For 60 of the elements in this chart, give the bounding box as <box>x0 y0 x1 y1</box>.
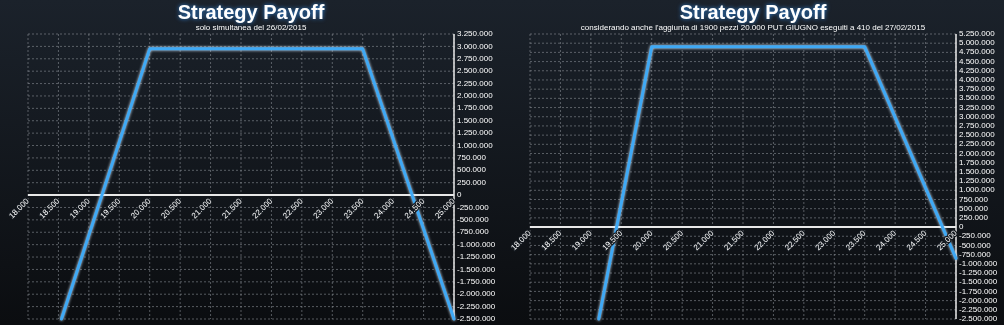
y-tick-label: 500.000 <box>457 165 487 175</box>
y-tick-label: -250.000 <box>457 202 490 212</box>
y-tick-label: 250.000 <box>959 212 989 222</box>
y-tick-label: 2.000.000 <box>457 91 494 101</box>
y-tick-label: -250.000 <box>959 231 992 241</box>
y-tick-label: 2.750.000 <box>959 121 996 131</box>
y-tick-label: 2.500.000 <box>457 66 494 76</box>
y-tick-label: -1.250.000 <box>457 252 496 262</box>
y-tick-label: 2.500.000 <box>959 130 996 140</box>
y-tick-label: -1.500.000 <box>457 264 496 274</box>
y-tick-label: 2.250.000 <box>959 139 996 149</box>
y-tick-label: 1.500.000 <box>959 167 996 177</box>
y-tick-label: -1.250.000 <box>959 268 998 278</box>
y-tick-label: -1.500.000 <box>959 277 998 287</box>
y-tick-label: -750.000 <box>959 249 992 259</box>
y-tick-label: 5.250.000 <box>959 29 996 39</box>
y-tick-label: -1.750.000 <box>959 286 998 296</box>
y-tick-label: -1.000.000 <box>959 258 998 268</box>
y-tick-label: 1.000.000 <box>959 185 996 195</box>
y-tick-label: 3.750.000 <box>959 84 996 94</box>
y-tick-label: -750.000 <box>457 227 490 237</box>
y-tick-label: 2.750.000 <box>457 53 494 63</box>
y-tick-label: 2.000.000 <box>959 148 996 158</box>
y-tick-label: -2.250.000 <box>959 304 998 314</box>
y-tick-label: 4.250.000 <box>959 65 996 75</box>
y-tick-label: 3.000.000 <box>457 41 494 51</box>
y-tick-label: 1.250.000 <box>959 176 996 186</box>
y-tick-label: -2.250.000 <box>457 301 496 311</box>
y-tick-label: 3.250.000 <box>959 102 996 112</box>
chart-title: Strategy Payoff <box>177 1 325 23</box>
y-tick-label: 5.000.000 <box>959 38 996 48</box>
chart-subtitle: solo simultanea del 26/02/2015 <box>195 23 307 32</box>
y-tick-label: 4.750.000 <box>959 47 996 57</box>
y-tick-label: 1.250.000 <box>457 128 494 138</box>
chart-title: Strategy Payoff <box>679 1 827 23</box>
y-tick-label: 1.750.000 <box>959 157 996 167</box>
y-tick-label: -2.000.000 <box>457 289 496 299</box>
y-tick-label: 3.000.000 <box>959 111 996 121</box>
y-tick-label: -2.500.000 <box>959 314 998 324</box>
chart-subtitle: considerando anche l'aggiunta di 1900 pezzi 20.000 PUT GIUGNO eseguiti a 410 del 27/02/2015 <box>580 23 926 32</box>
y-tick-label: 4.000.000 <box>959 75 996 85</box>
y-tick-label: 750.000 <box>457 153 487 163</box>
y-tick-label: 4.500.000 <box>959 56 996 66</box>
y-tick-label: 750.000 <box>959 194 989 204</box>
y-tick-label: 500.000 <box>959 203 989 213</box>
y-tick-label: -1.000.000 <box>457 239 496 249</box>
y-tick-label: 1.500.000 <box>457 115 494 125</box>
y-tick-label: 2.250.000 <box>457 78 494 88</box>
y-tick-label: -1.750.000 <box>457 276 496 286</box>
y-tick-label: 3.250.000 <box>457 29 494 39</box>
y-tick-label: 250.000 <box>457 177 487 187</box>
y-tick-label: 1.000.000 <box>457 140 494 150</box>
y-tick-label: -2.000.000 <box>959 295 998 305</box>
y-tick-label: 0 <box>959 222 964 232</box>
y-tick-label: -2.500.000 <box>457 314 496 324</box>
y-tick-label: -500.000 <box>959 240 992 250</box>
y-tick-label: 3.500.000 <box>959 93 996 103</box>
y-tick-label: 0 <box>457 190 462 200</box>
y-tick-label: -500.000 <box>457 214 490 224</box>
y-tick-label: 1.750.000 <box>457 103 494 113</box>
